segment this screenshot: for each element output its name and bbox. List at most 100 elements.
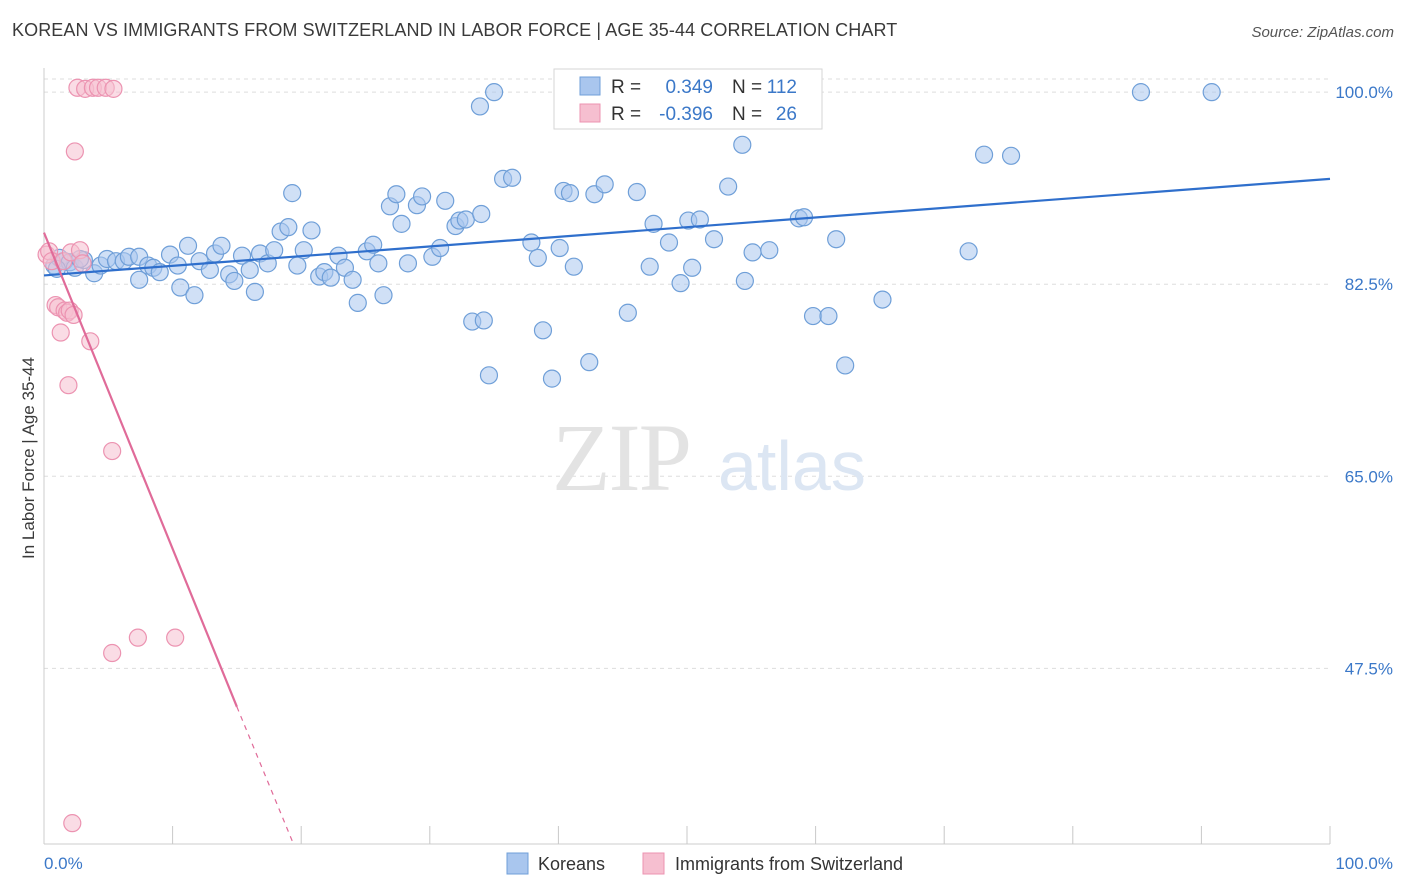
watermark: ZIP atlas (552, 404, 866, 511)
stats-swatch-swiss (579, 103, 601, 123)
korean-point (1001, 146, 1021, 165)
source-label: Source: ZipAtlas.com (1251, 24, 1394, 41)
y-tick-label: 47.5% (1345, 659, 1393, 678)
korean-point (959, 242, 978, 261)
korean-point (392, 214, 411, 233)
stats-n-value-1: 112 (767, 77, 797, 98)
y-axis-label: In Labor Force | Age 35-44 (19, 357, 38, 559)
korean-point (528, 248, 547, 267)
korean-point (974, 145, 994, 164)
korean-point (719, 177, 738, 196)
korean-point (430, 238, 450, 258)
swiss-point (166, 628, 185, 647)
korean-point (479, 366, 499, 385)
korean-point (212, 236, 231, 255)
korean-point (704, 230, 724, 249)
swiss-point (65, 142, 84, 161)
stats-n-label-2: N = (732, 104, 762, 125)
stats-box: R = 0.349 N = 112 R = -0.396 N = 26 (553, 68, 823, 130)
korean-point (690, 210, 709, 229)
y-tick-label: 100.0% (1335, 83, 1393, 102)
swiss-point (59, 376, 78, 395)
korean-point (387, 185, 406, 204)
swiss-point (73, 254, 92, 273)
korean-point (836, 356, 855, 375)
x-tick-label-min: 0.0% (44, 854, 83, 873)
korean-point (240, 260, 259, 280)
stats-r-label-1: R = (611, 77, 641, 98)
korean-point (279, 218, 298, 237)
korean-point (564, 257, 583, 276)
korean-point (827, 230, 846, 249)
korean-point (671, 274, 690, 293)
korean-point (640, 257, 659, 276)
stats-r-value-2: -0.396 (659, 104, 713, 125)
korean-point (294, 241, 313, 260)
korean-point (185, 286, 204, 305)
stats-n-label-1: N = (732, 77, 762, 98)
korean-point (474, 311, 493, 330)
y-tick-label: 65.0% (1345, 467, 1393, 486)
korean-point (472, 204, 491, 224)
korean-point (283, 184, 302, 203)
trend-line-koreans (43, 177, 1331, 277)
korean-point (1131, 83, 1151, 102)
korean-point (302, 221, 321, 240)
grid-lines (44, 78, 1330, 669)
korean-point (1202, 83, 1221, 102)
korean-point (522, 233, 541, 252)
korean-point (171, 278, 190, 297)
swiss-point (128, 628, 147, 647)
korean-point (627, 182, 646, 202)
korean-point (595, 175, 614, 194)
korean-point (760, 241, 779, 260)
korean-point (644, 214, 663, 233)
swiss-point (103, 643, 122, 663)
legend: Koreans Immigrants from Switzerland (506, 852, 903, 875)
watermark-atlas: atlas (718, 427, 866, 505)
korean-point (178, 236, 198, 255)
korean-point (533, 321, 553, 340)
korean-point (618, 303, 637, 322)
korean-point (503, 168, 522, 187)
korean-point (733, 135, 752, 154)
korean-point (485, 83, 504, 102)
korean-point (200, 260, 219, 280)
legend-swatch-koreans (506, 852, 529, 875)
korean-point (369, 254, 388, 273)
korean-point (735, 271, 754, 291)
korean-point (560, 184, 580, 203)
korean-point (348, 293, 367, 312)
korean-point (456, 210, 475, 229)
korean-point (364, 235, 383, 254)
korean-point (398, 254, 418, 273)
korean-point (803, 306, 823, 326)
korean-point (412, 187, 432, 206)
x-tick-label-max: 100.0% (1335, 854, 1393, 873)
trend-line-swiss-extension (236, 706, 295, 845)
korean-point (819, 306, 838, 326)
korean-point (225, 271, 244, 291)
x-ticks (172, 826, 1331, 844)
swiss-point (63, 814, 82, 833)
korean-point (245, 282, 265, 302)
stats-n-value-2: 26 (776, 104, 797, 125)
stats-r-label-2: R = (611, 104, 641, 125)
swiss-point (103, 441, 122, 461)
trend-lines (42, 177, 1331, 845)
korean-point (436, 191, 455, 210)
korean-point (265, 241, 284, 260)
watermark-zip: ZIP (552, 404, 690, 511)
korean-point (580, 353, 599, 372)
korean-point (743, 243, 762, 262)
korean-point (550, 238, 569, 258)
stats-swatch-koreans (579, 76, 601, 96)
legend-swatch-swiss (642, 852, 665, 875)
trend-line-swiss (42, 232, 238, 708)
korean-point (343, 270, 362, 289)
swiss-point (51, 323, 70, 342)
swiss-point (104, 79, 123, 98)
stats-r-value-1: 0.349 (665, 77, 713, 98)
korean-point (288, 256, 307, 275)
